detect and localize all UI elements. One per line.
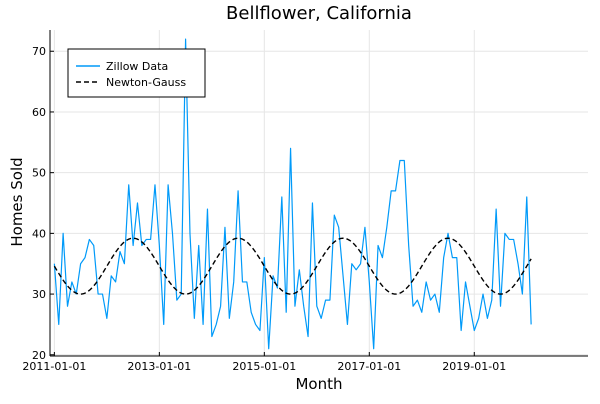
series-line-zillow-data (53, 38, 532, 350)
axes (49, 30, 588, 357)
series-layer (53, 38, 532, 350)
x-axis-label: Month (295, 375, 342, 393)
ticks: 2011-01-01 2013-01-01 2015-01-01 2017-01-01… (22, 45, 506, 373)
x-tick-label: 2019-01-01 (442, 360, 506, 373)
y-tick-label: 30 (32, 288, 46, 301)
chart-title: Bellflower, California (226, 3, 412, 24)
legend-label-zillow: Zillow Data (106, 60, 168, 73)
y-tick-label: 20 (32, 349, 46, 362)
y-axis-label: Homes Sold (8, 157, 26, 246)
legend: Zillow Data Newton-Gauss (67, 48, 206, 98)
y-tick-label: 50 (32, 167, 46, 180)
legend-box (67, 48, 206, 98)
y-tick-label: 60 (32, 106, 46, 119)
y-tick-label: 70 (32, 45, 46, 58)
x-tick-label: 2013-01-01 (127, 360, 191, 373)
x-tick-label: 2015-01-01 (232, 360, 296, 373)
x-tick-label: 2017-01-01 (337, 360, 401, 373)
legend-label-newton-gauss: Newton-Gauss (106, 76, 186, 89)
x-tick-label: 2011-01-01 (22, 360, 86, 373)
y-tick-label: 40 (32, 227, 46, 240)
